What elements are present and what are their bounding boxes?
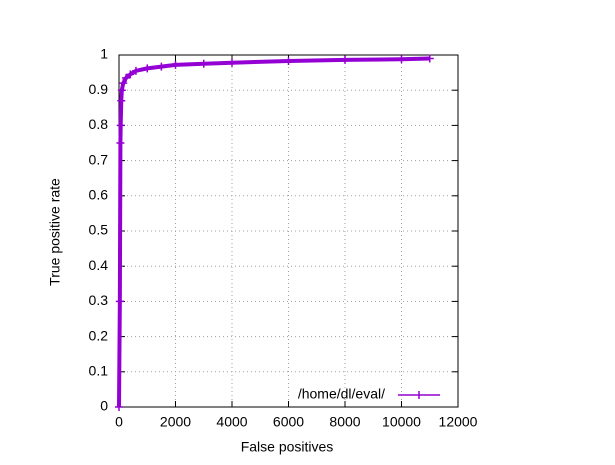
x-tick-label: 2000 xyxy=(160,414,191,430)
y-tick-label: 0.5 xyxy=(89,222,109,238)
y-tick-label: 0.6 xyxy=(89,187,109,203)
x-tick-label: 6000 xyxy=(273,414,304,430)
point-marker xyxy=(284,56,293,65)
y-tick-label: 0.4 xyxy=(89,257,109,273)
x-tick-label: 4000 xyxy=(216,414,247,430)
point-marker xyxy=(116,121,125,130)
point-marker xyxy=(116,139,125,147)
point-marker xyxy=(425,54,434,63)
point-marker xyxy=(171,60,180,69)
x-tick-label: 10000 xyxy=(382,414,421,430)
point-marker xyxy=(117,96,126,105)
y-tick-label: 0 xyxy=(100,398,108,414)
y-tick-label: 0.1 xyxy=(89,363,109,379)
point-marker xyxy=(126,70,135,79)
y-tick-label: 0.2 xyxy=(89,327,109,343)
point-marker xyxy=(115,297,124,306)
point-marker xyxy=(157,62,166,71)
point-marker xyxy=(131,66,140,75)
x-tick-label: 0 xyxy=(115,414,123,430)
point-marker xyxy=(115,403,123,411)
x-axis-label: False positives xyxy=(241,439,334,455)
y-tick-label: 1 xyxy=(100,46,108,62)
legend-label: /home/dl/eval/ xyxy=(298,386,385,402)
point-marker xyxy=(341,55,349,64)
point-marker xyxy=(143,64,152,73)
point-marker xyxy=(199,59,208,68)
y-tick-label: 0.8 xyxy=(89,116,109,132)
point-marker xyxy=(117,86,126,95)
y-tick-label: 0.9 xyxy=(89,81,109,97)
point-marker xyxy=(119,79,128,88)
y-tick-label: 0.3 xyxy=(89,292,109,308)
series-line xyxy=(117,56,430,408)
x-tick-label: 12000 xyxy=(439,414,478,430)
point-marker xyxy=(228,58,236,67)
y-axis-label: True positive rate xyxy=(47,178,63,286)
x-tick-label: 8000 xyxy=(329,414,360,430)
y-tick-label: 0.7 xyxy=(89,151,109,167)
point-marker xyxy=(397,55,406,64)
point-marker xyxy=(122,73,131,82)
